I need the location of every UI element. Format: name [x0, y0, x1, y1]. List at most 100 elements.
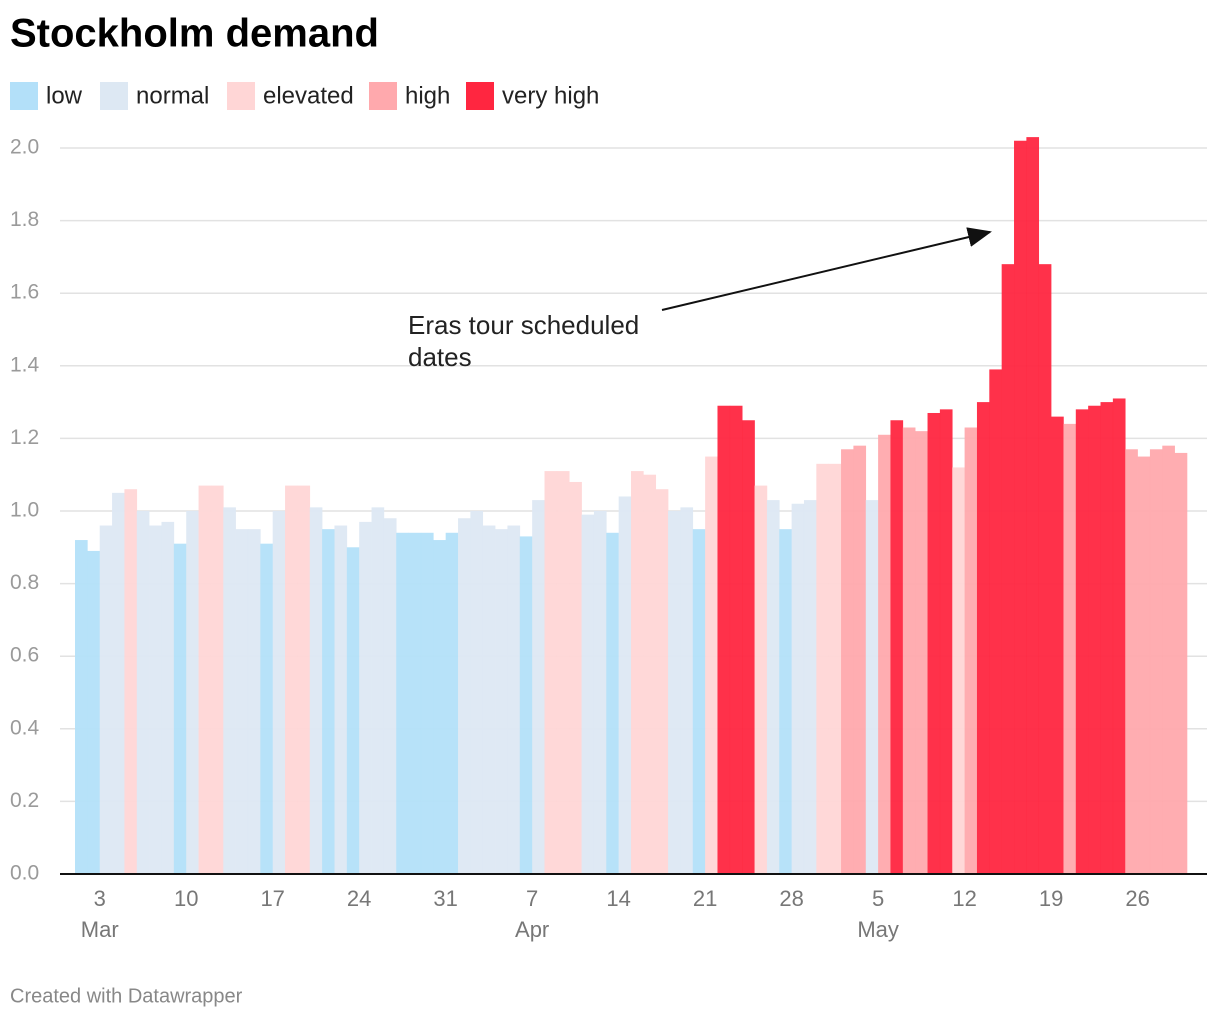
y-tick-label: 0.2: [10, 789, 39, 812]
bar: [532, 500, 545, 874]
bar: [420, 532, 434, 874]
legend-swatch: [227, 82, 255, 110]
bar: [75, 540, 88, 874]
y-tick-label: 1.2: [10, 426, 39, 449]
bar: [507, 525, 521, 874]
legend-label: low: [46, 82, 83, 109]
bars: [75, 137, 1188, 875]
bar: [803, 500, 817, 874]
bar: [482, 525, 496, 874]
bar: [371, 507, 385, 874]
y-tick-label: 0.6: [10, 644, 39, 667]
x-tick-label: 10: [174, 886, 198, 911]
bar: [433, 540, 446, 874]
bar: [1088, 405, 1101, 874]
bar: [902, 427, 916, 874]
bar: [915, 431, 928, 874]
x-tick-label: 19: [1039, 886, 1063, 911]
bar: [1001, 264, 1015, 874]
bar: [210, 485, 224, 874]
bar: [297, 485, 311, 874]
bar: [692, 529, 706, 874]
bar: [729, 405, 743, 874]
bar: [223, 507, 236, 874]
bar: [1075, 409, 1089, 874]
bar: [359, 521, 372, 874]
legend-swatch: [369, 82, 397, 110]
legend-label: very high: [502, 82, 599, 109]
bar: [890, 420, 904, 874]
bar: [495, 529, 508, 874]
x-tick-label: 21: [693, 886, 717, 911]
bar: [186, 511, 199, 874]
bar: [1174, 452, 1188, 874]
y-tick-label: 1.0: [10, 499, 39, 522]
bar: [655, 489, 669, 874]
legend-label: elevated: [263, 82, 354, 109]
bar: [161, 521, 175, 874]
x-month-label: Mar: [81, 917, 119, 942]
legend-label: high: [405, 82, 450, 109]
bar: [285, 485, 298, 874]
bar: [408, 532, 422, 874]
bar: [569, 481, 582, 874]
bar: [791, 503, 805, 874]
axes: 0.0 0.2 0.4 0.6 0.8 1.0 1.2 1.4 1.6 1.8 2.0 3 10 17 24…: [10, 136, 1207, 942]
bar: [779, 529, 792, 874]
bar: [606, 532, 619, 874]
bar: [593, 511, 607, 874]
bar: [1149, 449, 1163, 874]
x-tick-label: 31: [433, 886, 457, 911]
bar: [458, 518, 471, 874]
x-month-label: Apr: [515, 917, 549, 942]
bar: [1112, 398, 1126, 874]
bar: [952, 467, 965, 874]
bar: [705, 456, 718, 874]
bar: [643, 474, 657, 874]
bar: [1137, 456, 1151, 874]
x-tick-label: 17: [260, 886, 284, 911]
bar: [556, 471, 570, 874]
x-tick-label: 14: [606, 886, 630, 911]
bar: [136, 511, 150, 874]
bar: [1162, 445, 1175, 874]
x-tick-label: 24: [347, 886, 371, 911]
annotation: dates: [408, 342, 472, 372]
bar: [1051, 416, 1064, 874]
x-tick-label: 7: [526, 886, 538, 911]
bar: [1125, 449, 1138, 874]
bar: [396, 532, 409, 874]
bar: [1063, 423, 1077, 874]
bar: [260, 543, 273, 874]
x-tick-label: 28: [779, 886, 803, 911]
bar: [927, 412, 941, 874]
annotation: Eras tour scheduled: [408, 310, 639, 340]
bar: [99, 525, 113, 874]
x-tick-label: 12: [952, 886, 976, 911]
y-tick-label: 2.0: [10, 136, 39, 159]
bar: [87, 550, 101, 874]
bar: [939, 409, 953, 874]
bar: [964, 427, 978, 874]
bar: [766, 500, 780, 874]
bar: [198, 485, 212, 874]
y-tick-label: 1.6: [10, 281, 39, 304]
bar: [668, 511, 681, 874]
bar: [717, 405, 731, 874]
y-tick-label: 1.4: [10, 353, 40, 376]
bar: [853, 445, 867, 874]
bar: [149, 525, 162, 874]
y-tick-label: 0.0: [10, 862, 39, 885]
bar: [272, 511, 286, 874]
bar: [346, 547, 360, 874]
x-tick-label: 26: [1125, 886, 1149, 911]
bar: [544, 471, 558, 874]
bar: [816, 463, 829, 874]
bar: [618, 496, 632, 874]
bar: [841, 449, 854, 874]
y-tick-label: 1.8: [10, 208, 39, 231]
bar: [631, 471, 644, 874]
bar: [322, 529, 335, 874]
x-month-label: May: [857, 917, 899, 942]
